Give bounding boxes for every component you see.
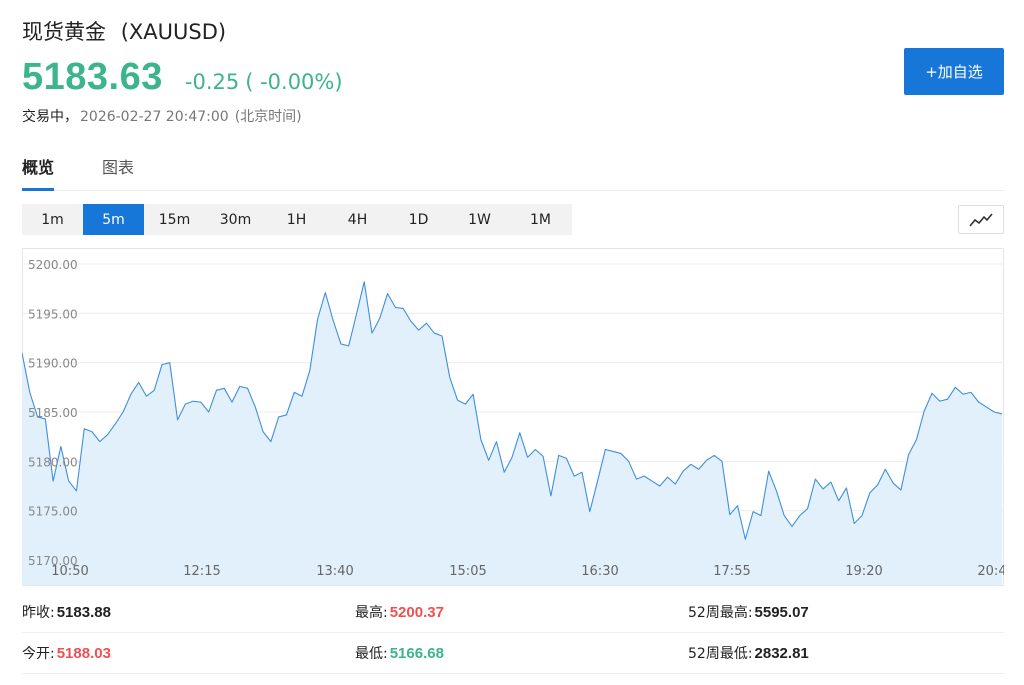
stat-label: 52周最高: [688, 605, 753, 621]
tab-bar: 概览 图表 [22, 154, 1004, 191]
line-chart-icon [969, 212, 993, 227]
x-tick-label: 19:20 [845, 564, 882, 579]
period-5m[interactable]: 5m [83, 204, 144, 235]
y-tick-label: 5190.00 [28, 357, 78, 371]
y-tick-label: 5180.00 [28, 455, 78, 469]
stat-value: 5595.07 [754, 604, 809, 621]
period-selector: 1m 5m 15m 30m 1H 4H 1D 1W 1M [22, 204, 572, 235]
stat-label: 52周最低: [688, 646, 753, 662]
period-30m[interactable]: 30m [219, 211, 252, 228]
price-chart-svg: 5200.00 5195.00 5190.00 5185.00 5180.00 5175.… [22, 248, 1004, 586]
stat-value: 5188.03 [56, 645, 111, 662]
stat-value: 2832.81 [754, 645, 809, 662]
y-tick-label: 5195.00 [28, 307, 78, 321]
x-tick-label: 10:50 [51, 564, 88, 579]
page-title: 现货黄金 (XAUUSD) [22, 16, 226, 46]
price-line [22, 281, 1003, 540]
y-tick-label: 5170.00 [28, 554, 78, 568]
period-1mo[interactable]: 1M [530, 211, 551, 228]
stat-label: 最高: [355, 605, 388, 621]
y-tick-label: 5200.00 [28, 258, 78, 272]
stats-row: 昨收: 5183.88 最高: 5200.37 52周最高: 5595.07 [22, 592, 1004, 633]
stat-52w-low: 52周最低: 2832.81 [688, 643, 809, 663]
change-percent: ( -0.00%) [245, 70, 343, 94]
y-tick-label: 5185.00 [28, 406, 78, 420]
stat-value: 5183.88 [56, 604, 111, 621]
instrument-symbol: (XAUUSD) [120, 20, 227, 44]
stat-label: 今开: [22, 646, 55, 662]
timezone: (北京时间) [234, 109, 302, 125]
stat-open: 今开: 5188.03 [22, 643, 111, 663]
price-row: 5183.63 -0.25( -0.00%) [22, 56, 343, 99]
period-15m[interactable]: 15m [158, 211, 191, 228]
stat-label: 最低: [355, 646, 388, 662]
stat-label: 昨收: [22, 605, 55, 621]
x-tick-label: 12:15 [183, 564, 220, 579]
stats-row: 今开: 5188.03 最低: 5166.68 52周最低: 2832.81 [22, 633, 1004, 674]
status-text: 交易中， [22, 109, 78, 125]
x-tick-label: 20:4 [977, 564, 1004, 579]
stats-panel: 昨收: 5183.88 最高: 5200.37 52周最高: 5595.07 今开: 5… [22, 592, 1004, 674]
period-1h[interactable]: 1H [286, 211, 307, 228]
price-change: -0.25( -0.00%) [185, 70, 343, 94]
x-tick-label: 13:40 [316, 564, 353, 579]
trading-status: 交易中， 2026-02-27 20:47:00 (北京时间) [22, 106, 302, 126]
price-area [22, 281, 1002, 585]
x-tick-label: 17:55 [713, 564, 750, 579]
stat-low: 最低: 5166.68 [355, 643, 444, 663]
period-4h[interactable]: 4H [347, 211, 368, 228]
add-watchlist-button[interactable]: +加自选 [904, 48, 1004, 95]
stat-value: 5166.68 [389, 645, 444, 662]
current-price: 5183.63 [22, 56, 163, 98]
tab-chart[interactable]: 图表 [102, 158, 135, 177]
period-1d[interactable]: 1D [408, 211, 429, 228]
price-chart: 5200.00 5195.00 5190.00 5185.00 5180.00 5175.… [22, 248, 1004, 586]
change-value: -0.25 [184, 70, 240, 94]
stat-prev-close: 昨收: 5183.88 [22, 602, 111, 622]
y-tick-label: 5175.00 [28, 505, 78, 519]
timestamp: 2026-02-27 20:47:00 [80, 109, 229, 125]
stat-52w-high: 52周最高: 5595.07 [688, 602, 809, 622]
period-1m[interactable]: 1m [41, 211, 64, 228]
tab-overview[interactable]: 概览 [22, 154, 55, 191]
instrument-name: 现货黄金 [22, 20, 106, 44]
stat-value: 5200.37 [389, 604, 444, 621]
chart-type-button[interactable] [958, 205, 1004, 234]
period-1w[interactable]: 1W [468, 211, 491, 228]
stat-high: 最高: 5200.37 [355, 602, 444, 622]
x-tick-label: 16:30 [581, 564, 618, 579]
x-tick-label: 15:05 [449, 564, 486, 579]
